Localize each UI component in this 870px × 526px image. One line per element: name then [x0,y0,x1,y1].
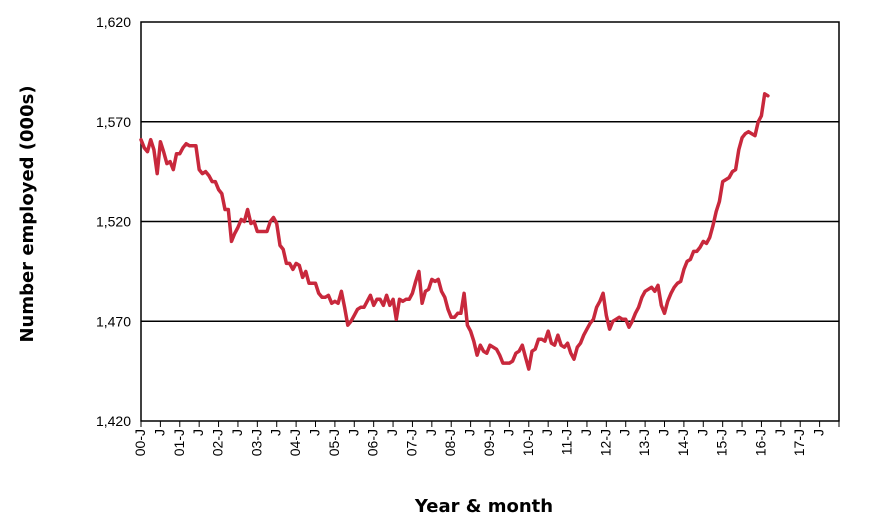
x-axis-title: Year & month [414,496,553,517]
y-tick-label: 1,570 [96,114,131,130]
y-tick-label: 1,420 [96,413,131,429]
x-tick-label: J [229,429,245,436]
x-tick-label: J [190,429,206,436]
x-tick-label: J [772,429,788,436]
x-tick-label: J [617,429,633,436]
y-tick-label: 1,470 [96,313,131,329]
x-tick-label: 14-J [675,429,691,456]
x-tick-label: J [539,429,555,436]
x-tick-label: 09-J [481,429,497,456]
gridlines [141,121,839,322]
x-tick-label: 11-J [559,429,575,455]
x-tick-label: 07-J [403,429,419,456]
x-tick-label: J [345,429,361,436]
x-tick-label: 01-J [171,429,187,456]
x-tick-label: J [694,429,710,436]
x-tick-label: 06-J [365,429,381,456]
x-tick-label: J [423,429,439,436]
x-tick-label: 13-J [636,429,652,456]
series-line [139,92,770,371]
x-tick-label: 04-J [287,429,303,456]
x-tick-label: J [268,429,284,436]
x-tick-label: J [811,429,827,436]
y-axis-ticks: 1,420 1,470 1,520 1,570 1,620 [96,14,131,429]
x-tick-label: 08-J [442,429,458,456]
x-tick-label: J [384,429,400,436]
y-axis-title: Number employed (000s) [17,85,38,342]
x-tick-label: 12-J [597,429,613,456]
x-tick-label: 02-J [210,429,226,456]
x-tick-label: 16-J [752,429,768,456]
x-tick-label: J [462,429,478,436]
x-tick-label: J [656,429,672,436]
series-layer [139,92,770,371]
x-tick-label: 15-J [714,429,730,456]
x-tick-label: 05-J [326,429,342,456]
x-tick-label: J [578,429,594,436]
x-tick-label: 03-J [248,429,264,456]
x-tick-label: J [307,429,323,436]
x-tick-label: J [733,429,749,436]
x-axis-ticks: 00-J J 01-J J 02-J J 03-J J 04-J J 05-J J 06-J J 07-J J… [132,421,840,456]
x-tick-label: J [500,429,516,436]
x-tick-label: 10-J [520,429,536,456]
y-tick-label: 1,620 [96,14,131,30]
y-tick-label: 1,520 [96,214,131,230]
x-tick-label: 17-J [791,429,807,456]
x-tick-label: J [151,429,167,436]
x-tick-label: 00-J [132,429,148,456]
